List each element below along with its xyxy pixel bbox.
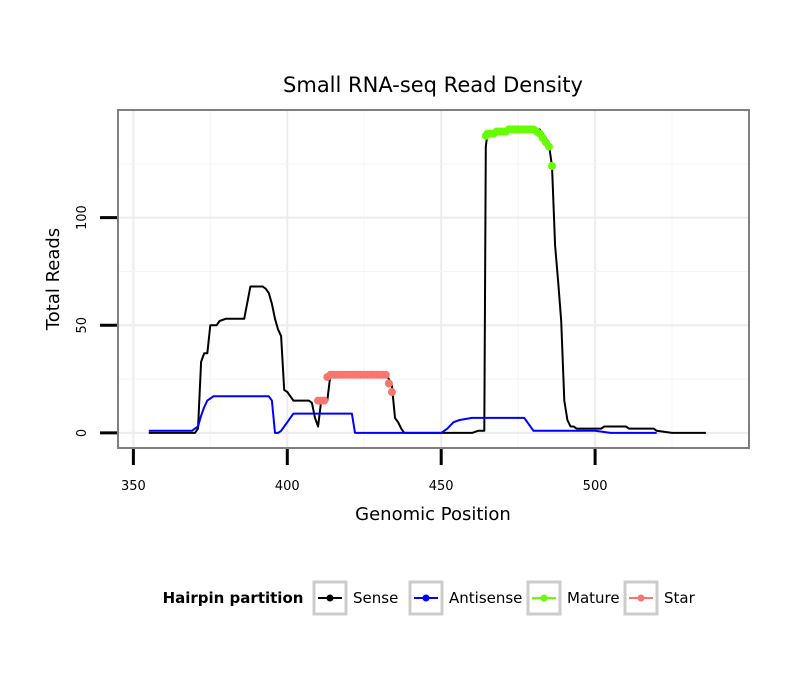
series-lines	[148, 128, 706, 434]
series-points	[314, 125, 557, 405]
plot-panel	[118, 110, 749, 448]
legend-key-point-star	[637, 594, 645, 602]
legend-label-antisense: Antisense	[449, 589, 522, 607]
y-axis: 0 50 100	[75, 205, 117, 437]
legend-label-star: Star	[664, 589, 696, 607]
legend-key-point-sense	[326, 594, 334, 602]
data-point-mature	[544, 142, 553, 151]
legend: Hairpin partition Sense Antisense Mature St…	[163, 580, 696, 616]
x-tick-label: 350	[121, 479, 146, 494]
data-point-mature	[548, 161, 557, 170]
x-tick-label: 450	[429, 479, 454, 494]
x-axis: 350 400 450 500	[121, 449, 608, 494]
x-tick-label: 500	[583, 479, 608, 494]
data-point-star	[381, 370, 390, 379]
y-tick-label: 100	[75, 205, 90, 230]
legend-key-point-mature	[540, 594, 548, 602]
data-point-star	[320, 396, 329, 405]
series-line-sense	[148, 128, 706, 434]
y-tick-label: 0	[75, 429, 90, 437]
legend-key-point-antisense	[422, 594, 430, 602]
y-tick-label: 50	[75, 317, 90, 334]
series-line-antisense	[148, 395, 657, 434]
legend-label-sense: Sense	[353, 589, 398, 607]
plot-border	[117, 109, 750, 449]
x-tick-label: 400	[275, 479, 300, 494]
legend-label-mature: Mature	[567, 589, 620, 607]
data-point-star	[387, 388, 396, 397]
data-point-star	[384, 379, 393, 388]
legend-title: Hairpin partition	[163, 589, 304, 607]
x-axis-title: Genomic Position	[355, 504, 511, 525]
chart-title: Small RNA-seq Read Density	[283, 73, 583, 97]
y-axis-title: Total Reads	[43, 228, 64, 331]
